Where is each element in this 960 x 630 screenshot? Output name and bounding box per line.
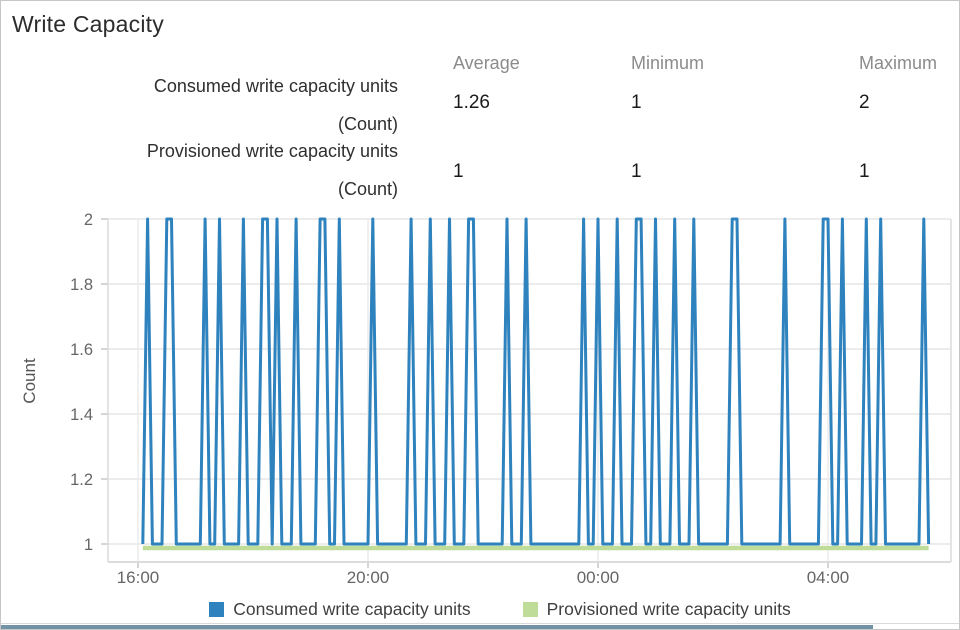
chart-plot-area[interactable] (108, 219, 951, 562)
svg-text:1.8: 1.8 (70, 276, 93, 294)
svg-text:00:00: 00:00 (577, 568, 620, 587)
svg-text:20:00: 20:00 (347, 568, 390, 587)
provisioned-series-swatch (522, 602, 538, 618)
svg-text:1.4: 1.4 (70, 406, 93, 424)
consumed-minimum-value: 1 (631, 92, 642, 113)
chart-axes: 2 1.8 1.6 1.4 1.2 1 16:00 20:00 00:00 04:00 (70, 211, 952, 587)
stats-column-average: Average (453, 53, 520, 73)
bottom-divider (1, 623, 959, 624)
consumed-series-line (141, 217, 931, 546)
svg-text:1.2: 1.2 (70, 471, 93, 489)
provisioned-maximum-value: 1 (859, 161, 870, 182)
page-title: Write Capacity (12, 11, 164, 37)
chart-series (141, 217, 931, 551)
horizontal-scrollbar-thumb[interactable] (1, 625, 873, 629)
legend-item-consumed: Consumed write capacity units (209, 599, 471, 619)
consumed-average-value: 1.26 (453, 92, 490, 113)
svg-text:2: 2 (84, 211, 93, 229)
legend-item-provisioned: Provisioned write capacity units (522, 599, 791, 619)
svg-text:1: 1 (84, 536, 93, 554)
svg-text:04:00: 04:00 (807, 568, 850, 587)
svg-text:16:00: 16:00 (117, 568, 160, 587)
legend-label-consumed: Consumed write capacity units (233, 599, 471, 619)
stats-column-maximum: Maximum (859, 53, 938, 73)
y-axis-label: Count (20, 358, 39, 404)
consumed-series-swatch (209, 602, 225, 618)
provisioned-row-label: Provisioned write capacity units (146, 141, 398, 161)
consumed-row-unit: (Count) (337, 114, 398, 134)
consumed-row-label: Consumed write capacity units (153, 76, 398, 96)
consumed-maximum-value: 2 (859, 92, 870, 113)
stats-column-minimum: Minimum (631, 53, 705, 73)
write-capacity-chart: 2 1.8 1.6 1.4 1.2 1 16:00 20:00 00:00 04:00 Count (20, 211, 952, 587)
svg-text:1.6: 1.6 (70, 341, 93, 359)
provisioned-minimum-value: 1 (631, 161, 642, 182)
chart-legend: Consumed write capacity units Provisione… (1, 599, 959, 619)
legend-label-provisioned: Provisioned write capacity units (546, 599, 791, 619)
provisioned-row-unit: (Count) (337, 179, 398, 199)
provisioned-average-value: 1 (453, 161, 464, 182)
